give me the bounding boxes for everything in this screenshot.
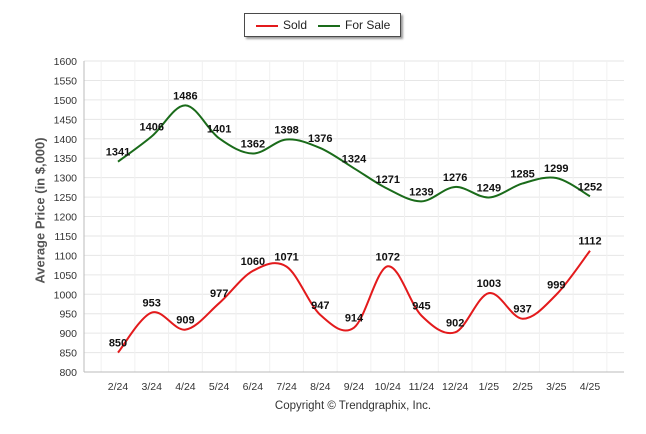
data-label-for-sale-6: 1376 bbox=[308, 133, 332, 145]
series-line-sold bbox=[117, 250, 591, 354]
series-lines bbox=[117, 104, 591, 354]
x-tick-label-3-25: 3/25 bbox=[546, 381, 567, 393]
y-tick-label-1450: 1450 bbox=[54, 114, 78, 126]
data-label-for-sale-13: 1299 bbox=[544, 163, 568, 175]
x-tick-label-10-24: 10/24 bbox=[375, 381, 401, 393]
y-tick-label-1000: 1000 bbox=[54, 289, 78, 301]
data-label-sold-0: 850 bbox=[109, 338, 127, 350]
y-tick-label-1550: 1550 bbox=[54, 75, 78, 87]
x-tick-label-7-24: 7/24 bbox=[276, 381, 297, 393]
legend-label-for-sale: For Sale bbox=[345, 18, 391, 32]
y-tick-label-1100: 1100 bbox=[54, 250, 77, 262]
data-label-sold-5: 1071 bbox=[274, 252, 298, 264]
y-tick-label-1050: 1050 bbox=[54, 270, 78, 282]
y-tick-label-850: 850 bbox=[59, 348, 77, 360]
data-label-for-sale-14: 1252 bbox=[578, 181, 602, 193]
legend-swatch-for-sale bbox=[318, 25, 340, 27]
data-label-for-sale-12: 1285 bbox=[510, 168, 534, 180]
x-tick-label-1-25: 1/25 bbox=[479, 381, 500, 393]
x-tick-label-3-24: 3/24 bbox=[141, 381, 162, 393]
y-tick-label-1300: 1300 bbox=[54, 173, 78, 185]
y-tick-label-1350: 1350 bbox=[54, 153, 78, 165]
legend-label-sold: Sold bbox=[283, 18, 308, 32]
x-tick-label-8-24: 8/24 bbox=[310, 381, 331, 393]
y-tick-label-1200: 1200 bbox=[54, 212, 78, 224]
data-label-sold-11: 1003 bbox=[477, 278, 501, 290]
x-tick-label-9-24: 9/24 bbox=[344, 381, 365, 393]
data-label-for-sale-5: 1398 bbox=[274, 125, 298, 137]
axes: 800 850 900 950 1000 1050 1100 1150 1200 1250 1300… bbox=[54, 56, 624, 393]
y-tick-label-900: 900 bbox=[59, 328, 77, 340]
x-tick-label-4-24: 4/24 bbox=[175, 381, 196, 393]
gridlines bbox=[84, 60, 624, 373]
y-tick-label-1150: 1150 bbox=[54, 231, 77, 243]
y-tick-label-1600: 1600 bbox=[54, 56, 78, 68]
data-label-sold-8: 1072 bbox=[375, 251, 399, 263]
x-tick-label-2-25: 2/25 bbox=[512, 381, 533, 393]
y-tick-label-1400: 1400 bbox=[54, 134, 78, 146]
x-tick-label-4-25: 4/25 bbox=[580, 381, 601, 393]
data-label-for-sale-2: 1486 bbox=[173, 90, 197, 102]
legend-swatch-sold bbox=[256, 25, 278, 27]
series-line-for-sale bbox=[117, 104, 591, 203]
data-label-sold-14: 1112 bbox=[578, 236, 601, 248]
data-label-sold-1: 953 bbox=[143, 298, 161, 310]
y-tick-label-1500: 1500 bbox=[54, 95, 78, 107]
data-label-sold-7: 914 bbox=[345, 313, 364, 325]
data-label-for-sale-7: 1324 bbox=[342, 153, 367, 165]
data-label-sold-9: 945 bbox=[412, 301, 430, 313]
data-label-sold-6: 947 bbox=[311, 300, 329, 312]
data-label-for-sale-4: 1362 bbox=[241, 139, 265, 151]
data-label-for-sale-0: 1341 bbox=[106, 147, 130, 159]
data-label-sold-4: 1060 bbox=[241, 256, 265, 268]
x-tick-label-6-24: 6/24 bbox=[243, 381, 264, 393]
data-label-sold-2: 909 bbox=[176, 315, 194, 327]
data-label-for-sale-10: 1276 bbox=[443, 172, 467, 184]
data-label-sold-3: 977 bbox=[210, 288, 228, 300]
x-tick-label-5-24: 5/24 bbox=[209, 381, 230, 393]
data-label-sold-12: 937 bbox=[513, 304, 531, 316]
x-tick-label-12-24: 12/24 bbox=[442, 381, 468, 393]
data-label-for-sale-9: 1239 bbox=[409, 186, 433, 198]
data-label-for-sale-11: 1249 bbox=[477, 182, 501, 194]
data-label-for-sale-1: 1406 bbox=[139, 121, 163, 133]
y-tick-label-1250: 1250 bbox=[54, 192, 78, 204]
data-label-sold-13: 999 bbox=[547, 280, 565, 292]
data-label-sold-10: 902 bbox=[446, 317, 464, 329]
data-label-for-sale-3: 1401 bbox=[207, 123, 231, 135]
x-tick-label-11-24: 11/24 bbox=[409, 381, 435, 393]
y-tick-label-950: 950 bbox=[59, 309, 77, 321]
copyright-footer: Copyright © Trendgraphix, Inc. bbox=[274, 400, 432, 412]
legend: Sold For Sale bbox=[244, 13, 401, 37]
y-tick-label-800: 800 bbox=[59, 367, 77, 379]
data-label-for-sale-8: 1271 bbox=[375, 174, 399, 186]
data-labels: 850 953 909 977 1060 1071 947 914 1072 945 902 1003… bbox=[106, 90, 602, 349]
x-tick-label-2-24: 2/24 bbox=[108, 381, 129, 393]
